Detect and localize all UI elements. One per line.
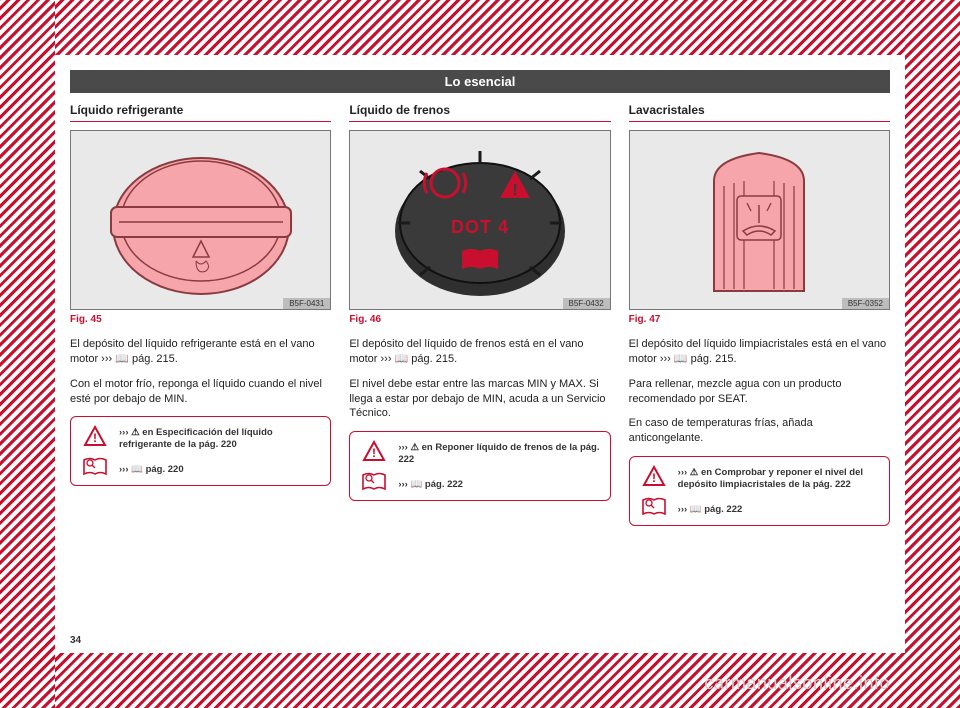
brake-cap-icon: ! DOT 4 [380, 141, 580, 301]
column-title: Líquido refrigerante [70, 103, 331, 122]
svg-text:!: ! [512, 182, 517, 199]
warning-triangle-icon: ! [83, 425, 107, 447]
columns: Líquido refrigerante B5F-0431 Fig. 45 El… [70, 103, 890, 526]
paragraph: El depósito del líquido limpiacristales … [629, 337, 890, 367]
washer-cap-icon [659, 141, 859, 301]
column-title: Líquido de frenos [349, 103, 610, 122]
figure-brake: ! DOT 4 B5F-0432 [349, 130, 610, 310]
column-washer: Lavacristales [629, 103, 890, 526]
column-coolant: Líquido refrigerante B5F-0431 Fig. 45 El… [70, 103, 331, 526]
figure-label: Fig. 46 [349, 314, 610, 325]
open-book-icon [82, 457, 108, 477]
paragraph: El nivel debe estar entre las marcas MIN… [349, 377, 610, 422]
paragraph: En caso de temperaturas frías, añada ant… [629, 416, 890, 446]
reference-line: ››› ⚠ en Reponer líquido de frenos de la… [398, 442, 599, 466]
reference-box: ! ››› ⚠ en Especificación del líquido re… [70, 416, 331, 486]
figure-tag: B5F-0431 [283, 298, 330, 309]
column-title: Lavacristales [629, 103, 890, 122]
hatch-left [0, 0, 55, 708]
reference-line: ››› 📖 pág. 220 [119, 464, 320, 476]
reference-line: ››› ⚠ en Especificación del líquido refr… [119, 427, 320, 451]
reference-line: ››› 📖 pág. 222 [398, 479, 599, 491]
hatch-right [905, 0, 960, 708]
figure-washer: B5F-0352 [629, 130, 890, 310]
svg-text:DOT 4: DOT 4 [451, 217, 509, 237]
open-book-icon [641, 497, 667, 517]
figure-coolant: B5F-0431 [70, 130, 331, 310]
svg-text:!: ! [93, 431, 97, 445]
reference-box: ! ››› ⚠ en Reponer líquido de frenos de … [349, 431, 610, 501]
page-content: Lo esencial Líquido refrigerante B5F-043… [70, 70, 890, 526]
figure-tag: B5F-0432 [563, 298, 610, 309]
column-brake-fluid: Líquido de frenos [349, 103, 610, 526]
section-banner: Lo esencial [70, 70, 890, 93]
warning-triangle-icon: ! [362, 440, 386, 462]
svg-text:!: ! [372, 446, 376, 460]
paragraph: El depósito del líquido refrigerante est… [70, 337, 331, 367]
hatch-top [0, 0, 960, 55]
open-book-icon [361, 472, 387, 492]
reference-box: ! ››› ⚠ en Comprobar y reponer el nivel … [629, 456, 890, 526]
paragraph: El depósito del líquido de frenos está e… [349, 337, 610, 367]
reference-line: ››› 📖 pág. 222 [678, 504, 879, 516]
figure-label: Fig. 47 [629, 314, 890, 325]
reference-line: ››› ⚠ en Comprobar y reponer el nivel de… [678, 467, 879, 491]
page-number: 34 [70, 635, 81, 646]
paragraph: Con el motor frío, reponga el líquido cu… [70, 377, 331, 407]
figure-tag: B5F-0352 [842, 298, 889, 309]
figure-label: Fig. 45 [70, 314, 331, 325]
coolant-cap-icon [101, 141, 301, 301]
watermark: carmanualsonline.info [704, 673, 890, 694]
svg-text:!: ! [652, 471, 656, 485]
paragraph: Para rellenar, mezcle agua con un produc… [629, 377, 890, 407]
warning-triangle-icon: ! [642, 465, 666, 487]
